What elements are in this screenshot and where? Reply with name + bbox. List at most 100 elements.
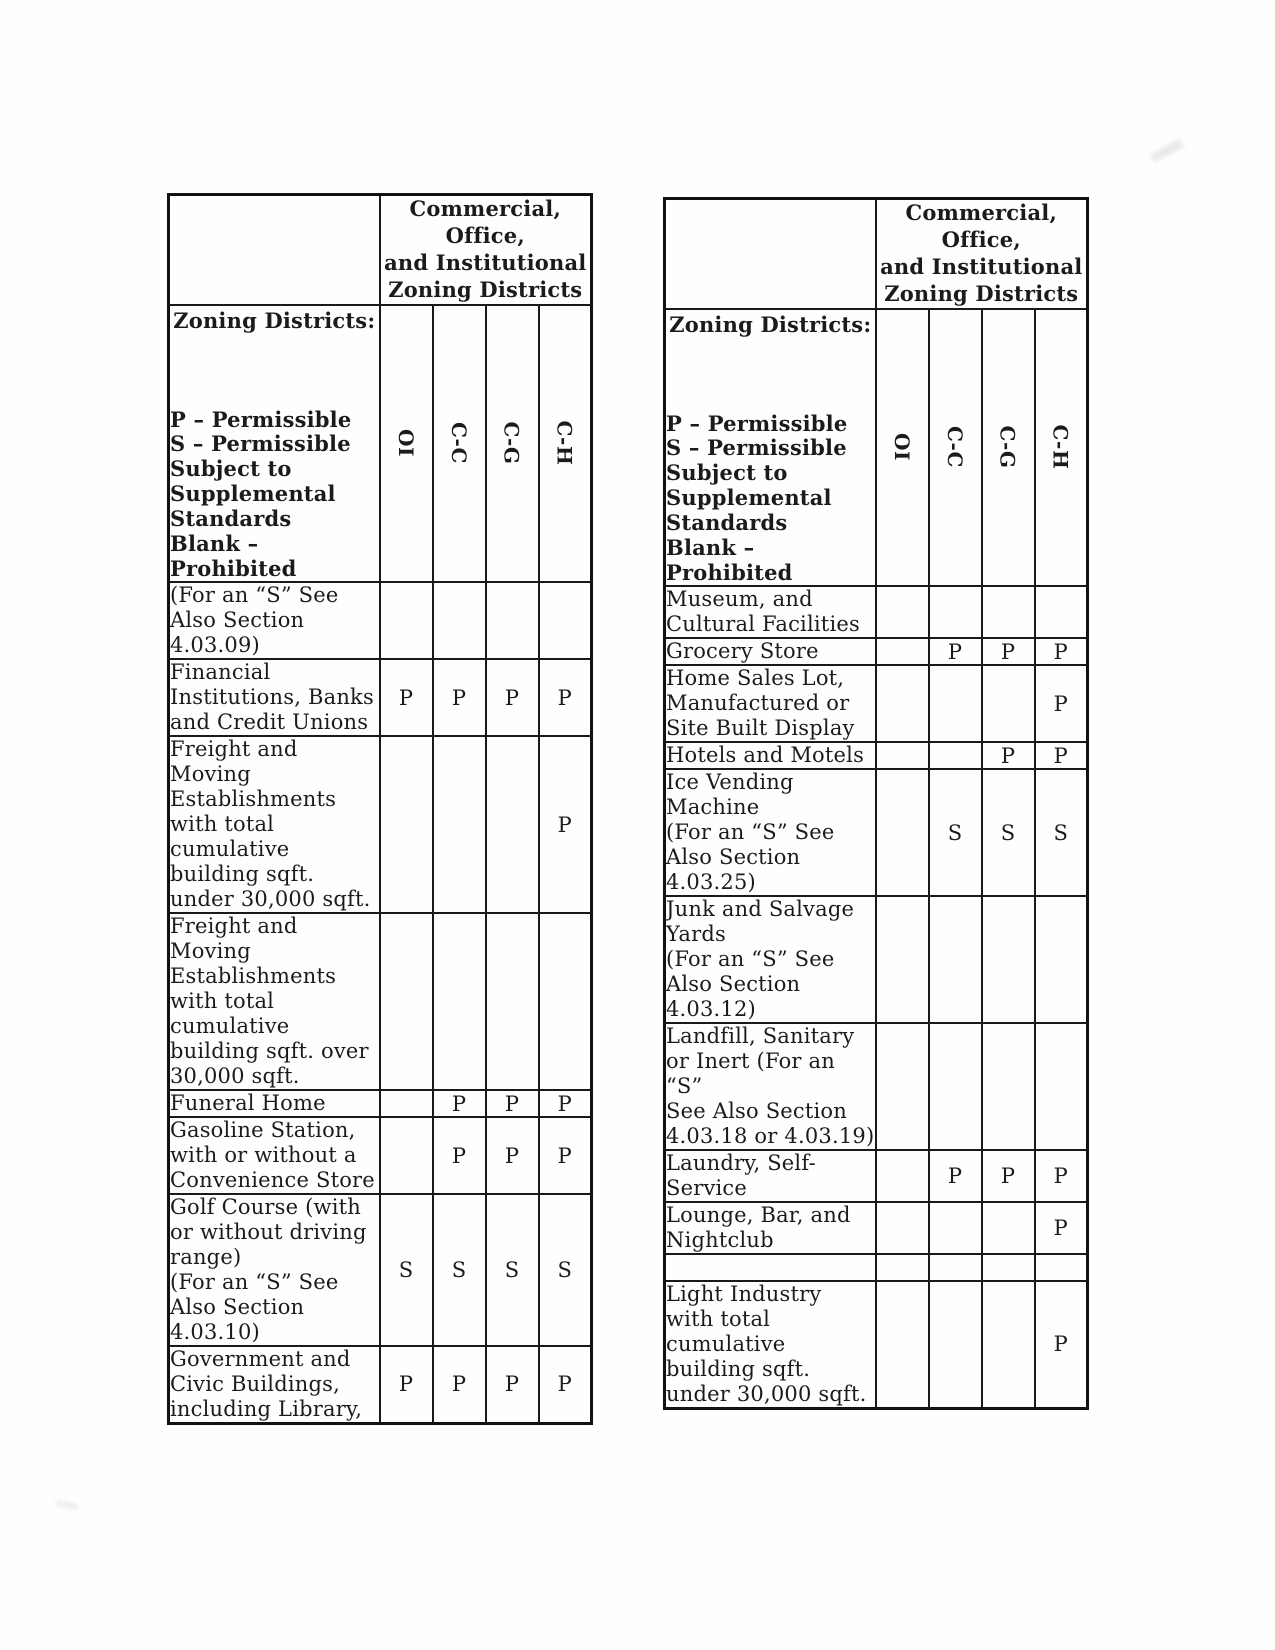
zoning-permissions-table: Commercial, Office, and Institutional Zo…: [663, 197, 1089, 1410]
table-row: Hotels and Motels P P: [663, 741, 1089, 771]
use-label-text: Financial Institutions, Banks and Credit…: [170, 660, 374, 735]
table-row: (For an “S” See Also Section 4.03.09): [167, 581, 593, 661]
permission-cell: S: [927, 768, 983, 898]
permission-cell: [378, 912, 434, 1092]
column-header-c-g: C-G: [499, 421, 524, 465]
permission-cell: [431, 912, 487, 1092]
use-label: [663, 1253, 877, 1283]
use-label: Home Sales Lot, Manufactured or Site Bui…: [663, 664, 877, 744]
permission-cell: P: [980, 637, 1036, 667]
column-header-c-c: C-C: [447, 422, 471, 465]
use-label-text: Lounge, Bar, and Nightclub: [666, 1203, 851, 1253]
permission-cell: [378, 1116, 434, 1196]
column-header-cell: C-C: [927, 307, 983, 588]
column-header-cell: C-C: [431, 303, 487, 584]
table-corner-cell: [663, 197, 877, 310]
permission-cell: [927, 741, 983, 771]
use-label-text: Gasoline Station, with or without a Conv…: [170, 1118, 375, 1193]
group-header: Commercial, Office, and Institutional Zo…: [874, 197, 1089, 310]
group-header-row: Commercial, Office, and Institutional Zo…: [663, 197, 1089, 310]
permission-cell: [980, 1022, 1036, 1152]
table-row: Landfill, Sanitary or Inert (For an “S” …: [663, 1022, 1089, 1152]
use-label: Financial Institutions, Banks and Credit…: [167, 658, 381, 738]
permission-cell: P: [980, 741, 1036, 771]
scan-artifact: [1149, 138, 1185, 163]
permission-cell: P: [927, 1149, 983, 1204]
table-row: Home Sales Lot, Manufactured or Site Bui…: [663, 664, 1089, 744]
permission-cell: P: [378, 658, 434, 738]
use-label: Freight and Moving Establishments with t…: [167, 735, 381, 915]
permission-cell: P: [431, 1116, 487, 1196]
legend-line: Supplemental: [666, 485, 832, 511]
legend-cell: Zoning Districts: P – Permissible S – Perm…: [663, 307, 877, 588]
legend-line: S – Permissible: [666, 435, 847, 461]
permission-cell: P: [1033, 1149, 1089, 1204]
permission-cell: [927, 1280, 983, 1410]
permission-cell: P: [980, 1149, 1036, 1204]
use-label-text: Golf Course (with or without driving ran…: [170, 1195, 367, 1344]
permission-cell: S: [980, 768, 1036, 898]
table-row: Museum, and Cultural Facilities: [663, 585, 1089, 640]
column-header-c-c: C-C: [943, 426, 967, 469]
use-label-text: Funeral Home: [170, 1091, 326, 1116]
permission-cell: [431, 581, 487, 661]
permission-cell: [980, 1253, 1036, 1283]
zoning-table-right: Commercial, Office, and Institutional Zo…: [663, 197, 1089, 1410]
permission-cell: P: [537, 1089, 593, 1119]
table-corner-cell: [167, 193, 381, 306]
permission-cell: [1033, 1022, 1089, 1152]
use-label: Grocery Store: [663, 637, 877, 667]
table-row: Light Industry with total cumulative bui…: [663, 1280, 1089, 1410]
permission-cell: [927, 895, 983, 1025]
column-header-cell: C-H: [1033, 307, 1089, 588]
column-header-cell: OI: [378, 303, 434, 584]
use-label: Funeral Home: [167, 1089, 381, 1119]
table-row: Laundry, Self- Service P P P: [663, 1149, 1089, 1204]
table-row: Financial Institutions, Banks and Credit…: [167, 658, 593, 738]
permission-cell: P: [431, 1089, 487, 1119]
permission-cell: P: [378, 1344, 434, 1425]
use-label: (For an “S” See Also Section 4.03.09): [167, 581, 381, 661]
legend-line: P – Permissible: [170, 406, 352, 432]
permission-cell: P: [1033, 637, 1089, 667]
permission-cell: S: [431, 1193, 487, 1347]
use-label-text: Freight and Moving Establishments with t…: [170, 737, 371, 912]
permission-cell: P: [484, 1089, 540, 1119]
permission-cell: [537, 912, 593, 1092]
permission-cell: [484, 581, 540, 661]
permission-cell: [1033, 585, 1089, 640]
column-header-row: Zoning Districts: P – Permissible S – Perm…: [663, 307, 1089, 588]
use-label-text: Museum, and Cultural Facilities: [666, 587, 860, 637]
permission-cell: [378, 581, 434, 661]
use-label-text: Laundry, Self- Service: [666, 1151, 816, 1201]
legend-line: Blank – Prohibited: [666, 535, 793, 586]
permission-cell: [378, 1089, 434, 1119]
permission-cell: [927, 1022, 983, 1152]
use-label: Light Industry with total cumulative bui…: [663, 1280, 877, 1410]
use-label: Ice Vending Machine (For an “S” See Also…: [663, 768, 877, 898]
column-header-cell: OI: [874, 307, 930, 588]
use-label-text: Light Industry with total cumulative bui…: [666, 1282, 867, 1406]
permission-cell: S: [484, 1193, 540, 1347]
permission-cell: S: [537, 1193, 593, 1347]
use-label-text: [666, 1255, 875, 1280]
permission-cell: [537, 581, 593, 661]
permission-cell: [874, 585, 930, 640]
permission-cell: [980, 1280, 1036, 1410]
legend-cell: Zoning Districts: P – Permissible S – Perm…: [167, 303, 381, 584]
legend-line: P – Permissible: [666, 410, 848, 436]
permission-cell: [484, 912, 540, 1092]
permission-cell: [484, 735, 540, 915]
permission-cell: P: [431, 658, 487, 738]
use-label-text: Grocery Store: [666, 639, 819, 664]
permission-cell: P: [1033, 664, 1089, 744]
column-header-c-g: C-G: [995, 425, 1020, 469]
column-header-row: Zoning Districts: P – Permissible S – Perm…: [167, 303, 593, 584]
legend-line: S – Permissible: [170, 431, 351, 457]
scan-artifact: [55, 1499, 79, 1511]
column-header-c-h: C-H: [1048, 424, 1073, 470]
permission-cell: [1033, 1253, 1089, 1283]
permission-cell: P: [484, 1116, 540, 1196]
use-label-text: (For an “S” See Also Section 4.03.09): [170, 583, 339, 658]
